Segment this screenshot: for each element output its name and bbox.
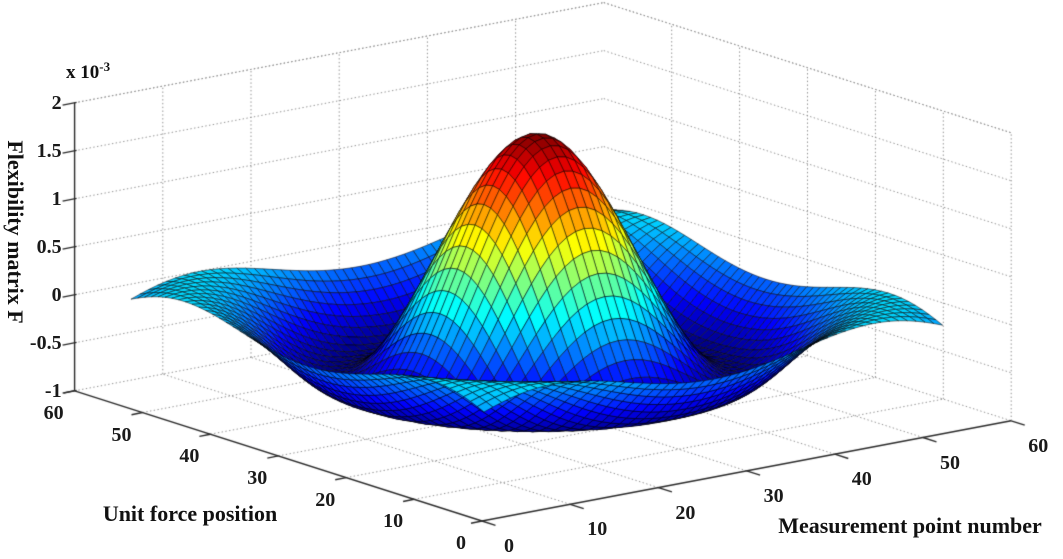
y-tick-label: 0 bbox=[456, 532, 466, 554]
z-tick-label: -1 bbox=[44, 379, 62, 402]
x-axis-label: Measurement point number bbox=[778, 513, 1042, 538]
y-tick-label: 40 bbox=[179, 445, 200, 468]
x-tick-label: 0 bbox=[504, 535, 514, 557]
y-tick-label: 60 bbox=[43, 401, 64, 424]
x-tick-label: 60 bbox=[1028, 434, 1049, 457]
z-tick-label: 1 bbox=[51, 187, 62, 210]
y-tick-label: 10 bbox=[383, 510, 404, 533]
y-axis-label: Unit force position bbox=[102, 501, 278, 526]
z-axis-label: Flexibility matrix F bbox=[3, 140, 28, 324]
y-tick-label: 20 bbox=[315, 488, 336, 511]
z-tick-label: 1.5 bbox=[36, 139, 62, 162]
x-tick-label: 40 bbox=[851, 468, 872, 491]
x-tick-label: 20 bbox=[675, 501, 696, 524]
z-tick-label: -0.5 bbox=[29, 331, 62, 354]
z-tick-label: 2 bbox=[51, 91, 62, 114]
z-tick-label: 0 bbox=[51, 283, 62, 306]
x-tick-label: 30 bbox=[763, 484, 784, 507]
z-tick-label: 0.5 bbox=[36, 235, 62, 258]
x-tick-label: 50 bbox=[940, 451, 960, 474]
z-scale-mantissa: x 10 bbox=[66, 62, 100, 83]
z-scale-exponent: -3 bbox=[99, 59, 111, 74]
x-tick-label: 10 bbox=[587, 518, 608, 541]
z-axis-scale-label: x 10-3 bbox=[66, 60, 110, 82]
y-tick-label: 30 bbox=[247, 466, 268, 489]
y-tick-label: 50 bbox=[111, 423, 132, 446]
